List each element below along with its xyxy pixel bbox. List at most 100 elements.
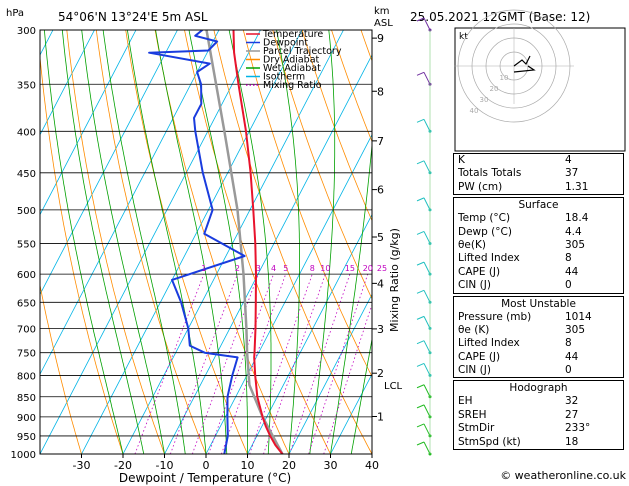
row-label: Totals Totals [458, 167, 522, 180]
row-label: Pressure (mb) [458, 310, 532, 323]
wind-barb [423, 72, 431, 85]
row-label: Lifted Index [458, 337, 520, 350]
table-row: Lifted Index 8 [454, 252, 623, 265]
km-tick-label: 5 [377, 231, 384, 244]
row-value: 18.4 [565, 212, 589, 225]
wind-barb [416, 340, 425, 345]
hodograph-ring-label: 40 [470, 107, 479, 115]
pressure-tick-label: 950 [17, 432, 36, 443]
km-tick-label: 9 [377, 32, 384, 45]
pressure-tick-label: 750 [17, 349, 36, 360]
isotherm-line [288, 293, 372, 454]
mixing-ratio-axis-label: Mixing Ratio (g/kg) [388, 228, 401, 332]
km-tick-label: 3 [377, 323, 384, 336]
dry-adiabat-line [40, 53, 124, 454]
wind-barb [423, 17, 431, 31]
pressure-tick-label: 300 [17, 26, 36, 37]
row-label: PW (cm) [458, 180, 503, 193]
hodograph-trace [513, 55, 531, 67]
x-tick-label: -20 [114, 459, 132, 472]
pressure-tick-label: 650 [17, 298, 36, 309]
parcel-trajectory-line [205, 30, 284, 454]
hodograph-ring-label: 30 [480, 96, 489, 104]
table-row: θe (K) 305 [454, 324, 623, 337]
wind-barb [423, 384, 431, 397]
mixing-ratio-line [170, 273, 238, 454]
wind-barb [416, 231, 425, 235]
wind-barb [416, 384, 425, 389]
mixing-ratio-label: 25 [377, 264, 387, 273]
wet-adiabat-line [276, 30, 300, 454]
isotherm-line [205, 133, 372, 454]
location-title: 54°06'N 13°24'E 5m ASL [58, 10, 208, 24]
isotherm-line [0, 30, 11, 454]
x-tick-label: 20 [282, 459, 296, 472]
row-value: 4 [565, 154, 572, 166]
mixing-ratio-line [221, 273, 287, 454]
table-row: CAPE (J) 44 [454, 351, 623, 364]
row-label: CIN (J) [458, 279, 491, 292]
legend-entry: Temperature [262, 29, 323, 40]
indices-box: K 4 Totals Totals 37 PW (cm) 1.31 [453, 153, 624, 196]
table-row: Temp (°C) 18.4 [454, 212, 623, 225]
mixing-ratio-label: 3 [256, 264, 261, 273]
mixing-ratio-line [308, 273, 369, 454]
wind-barb [416, 71, 425, 76]
mixing-ratio-label: 1 [201, 264, 206, 273]
hodograph-stats-title: Hodograph [509, 382, 568, 395]
dewpoint-line [148, 30, 246, 454]
dry-adiabat-line [301, 30, 372, 222]
row-value: 27 [565, 408, 579, 421]
wind-barb [416, 362, 425, 367]
hodograph-unit-label: kt [459, 32, 468, 42]
row-label: CAPE (J) [458, 265, 501, 278]
table-row: SREH 27 [454, 409, 623, 422]
wet-adiabat-line [127, 30, 207, 454]
pressure-tick-label: 1000 [11, 450, 36, 461]
wet-adiabat-line [330, 139, 372, 454]
row-label: CAPE (J) [458, 350, 501, 363]
x-tick-label: 40 [365, 459, 379, 472]
wind-barb [423, 363, 431, 376]
row-label: θe (K) [458, 323, 490, 336]
pressure-tick-label: 700 [17, 324, 36, 335]
table-row: Totals Totals 37 [454, 167, 623, 180]
x-axis-label: Dewpoint / Temperature (°C) [119, 471, 291, 485]
table-row: Pressure (mb) 1014 [454, 311, 623, 324]
mixing-ratio-label: 2 [235, 264, 240, 273]
km-tick-label: 4 [377, 277, 384, 290]
wet-adiabat-line [350, 337, 372, 454]
surface-title: Surface [518, 199, 559, 212]
pressure-tick-label: 500 [17, 206, 36, 217]
mixing-ratio-label: 10 [320, 264, 330, 273]
row-label: SREH [458, 408, 487, 421]
km-tick-label: 6 [377, 184, 384, 197]
hodograph-stats-box: Hodograph EH 32 SREH 27 StmDir 233° StmSpd (kt… [453, 380, 624, 451]
row-value: 305 [565, 323, 586, 336]
wind-barb [423, 441, 431, 455]
legend-entry: Dewpoint [263, 38, 308, 49]
wind-barb [423, 290, 431, 303]
mixing-ratio-label: 8 [310, 264, 315, 273]
table-row: CIN (J) 0 [454, 364, 623, 377]
table-row: StmSpd (kt) 18 [454, 436, 623, 449]
row-label: StmDir [458, 422, 495, 435]
wind-barb [416, 160, 425, 165]
wind-barb [416, 17, 425, 22]
wind-barb [416, 404, 425, 409]
lcl-label: LCL [384, 381, 403, 392]
isotherm-line [330, 373, 372, 454]
wind-barb [416, 315, 425, 320]
row-value: 305 [565, 238, 586, 251]
units-asl: ASL [374, 18, 393, 29]
isotherm-line [40, 30, 95, 136]
row-value: 4.4 [565, 225, 582, 238]
pressure-tick-label: 800 [17, 371, 36, 382]
most-unstable-box: Most Unstable Pressure (mb) 1014 θe (K) 305… [453, 295, 624, 379]
wind-barb [416, 289, 425, 294]
sounding-indices-table: K 4 Totals Totals 37 PW (cm) 1.31 Surface Tem… [453, 153, 624, 469]
pressure-tick-label: 600 [17, 270, 36, 281]
